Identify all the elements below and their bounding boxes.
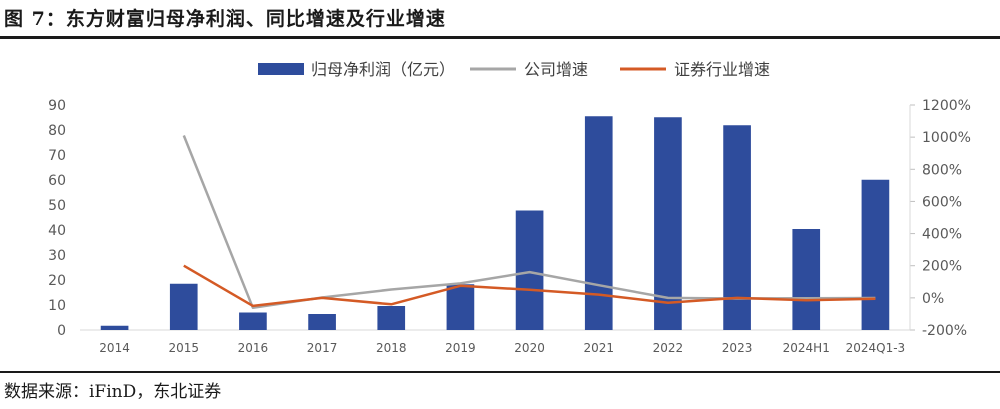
y-right-tick-label: 400% [922, 227, 962, 243]
chart: 归母净利润（亿元） 公司增速 证券行业增速 0 10 20 30 40 50 60 70 80 9… [48, 60, 971, 355]
bar-2020 [515, 210, 544, 330]
bar-2022 [654, 117, 682, 330]
bar-2018 [377, 306, 406, 330]
y-left-tick-label: 50 [48, 198, 66, 214]
legend: 归母净利润（亿元） 公司增速 证券行业增速 [258, 60, 770, 79]
legend-company-label: 公司增速 [524, 60, 588, 79]
bar-2014 [100, 325, 129, 330]
legend-industry-label: 证券行业增速 [674, 60, 770, 79]
x-tick-label: 2017 [307, 341, 338, 355]
bars [100, 116, 890, 330]
legend-bar-swatch [258, 63, 304, 75]
figure-title: 图 7：东方财富归母净利润、同比增速及行业增速 [4, 8, 446, 30]
lines [182, 135, 876, 310]
bar-2021 [584, 116, 613, 330]
y-left-tick-label: 20 [48, 273, 66, 289]
y-axis-left: 0 10 20 30 40 50 60 70 80 90 [48, 98, 66, 339]
y-left-tick-label: 60 [48, 173, 66, 189]
x-tick-label: 2024H1 [783, 341, 830, 355]
legend-bar-label: 归母净利润（亿元） [311, 60, 455, 79]
y-right-tick-label: 0% [922, 291, 944, 307]
x-tick-label: 2015 [168, 341, 199, 355]
bar-2024H1 [792, 229, 821, 330]
bar-2024Q1-3 [861, 179, 890, 330]
x-tick-label: 2014 [99, 341, 130, 355]
y-right-tick-label: 1000% [922, 130, 971, 146]
x-tick-label: 2016 [238, 341, 269, 355]
y-right-tick-label: 600% [922, 194, 962, 210]
y-right-tick-label: 200% [922, 259, 962, 275]
x-tick-label: 2021 [583, 341, 614, 355]
y-right-tick-label: -200% [922, 323, 967, 339]
source-note: 数据来源：iFinD，东北证券 [4, 382, 222, 402]
bar-2016 [239, 312, 267, 330]
y-right-tick-label: 1200% [922, 98, 971, 114]
x-tick-label: 2022 [653, 341, 684, 355]
x-tick-label: 2024Q1-3 [846, 341, 906, 355]
bar-2015 [169, 283, 198, 330]
y-left-tick-label: 0 [57, 323, 66, 339]
y-left-tick-label: 30 [48, 248, 66, 264]
y-left-tick-label: 70 [48, 148, 66, 164]
y-left-tick-label: 90 [48, 98, 66, 114]
bar-2017 [308, 314, 336, 330]
bar-2019 [446, 284, 475, 330]
y-axis-right: -200% 0% 200% 400% 600% 800% 1000% 1200% [910, 98, 971, 339]
x-tick-label: 2018 [376, 341, 407, 355]
x-tick-label: 2023 [722, 341, 753, 355]
bar-2023 [723, 125, 751, 330]
x-tick-label: 2020 [514, 341, 545, 355]
y-left-tick-label: 10 [48, 298, 66, 314]
y-right-tick-label: 800% [922, 162, 962, 178]
x-axis-ticks: 2014 2015 2016 2017 2018 2019 2020 2021 2022 2023… [99, 341, 905, 355]
bottom-rule [0, 371, 1000, 373]
x-tick-label: 2019 [445, 341, 476, 355]
title-rule [0, 36, 1000, 39]
y-left-tick-label: 40 [48, 223, 66, 239]
y-left-tick-label: 80 [48, 123, 66, 139]
